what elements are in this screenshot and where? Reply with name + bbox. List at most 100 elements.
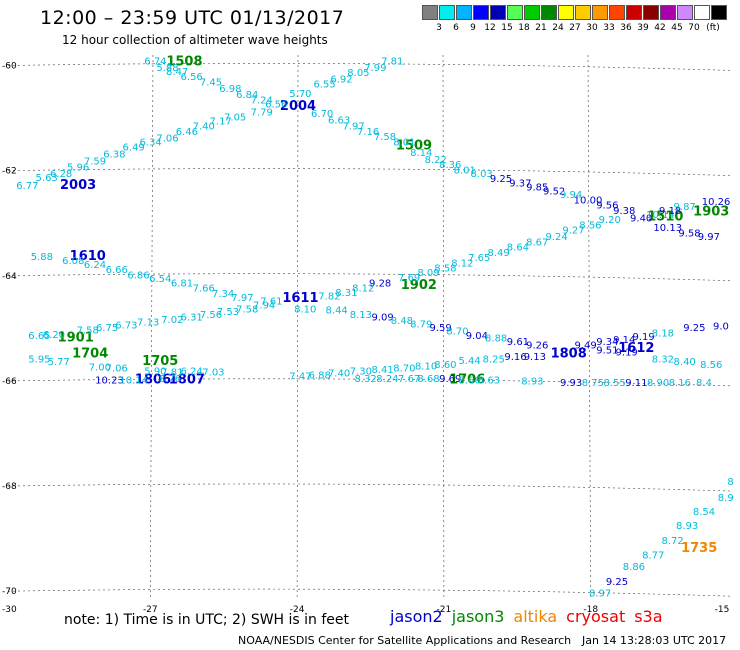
wave-height-value: 8.4 [696, 378, 712, 389]
wave-height-value: 8.93 [521, 377, 543, 388]
wave-height-value: 9.94 [560, 190, 582, 201]
wave-height-value: 7.79 [251, 107, 273, 118]
wave-height-value: 5.63 [36, 173, 58, 184]
wave-height-value: 7.00 [89, 362, 111, 373]
wave-height-value: 7.56 [200, 310, 222, 321]
wave-height-value: 7.58 [236, 305, 258, 316]
wave-height-value: 9.04 [466, 331, 488, 342]
wave-height-value: 9.20 [599, 215, 621, 226]
legend-item-s3a: s3a [634, 607, 663, 626]
wave-height-value: 8.58 [434, 264, 456, 275]
color-swatch [592, 5, 608, 20]
color-scale-label: 15 [501, 23, 513, 33]
wave-height-value: 9.19 [616, 348, 638, 359]
wave-height-value: 8.48 [391, 316, 413, 327]
wave-height-value: 6.31 [181, 312, 203, 323]
longitude-label: -15 [715, 605, 730, 615]
color-swatch [507, 5, 523, 20]
wave-height-value: 8.36 [439, 160, 461, 171]
wave-height-value: 6.84 [236, 90, 258, 101]
color-scale-label: 30 [586, 23, 598, 33]
wave-height-value: 8.88 [485, 334, 507, 345]
wave-height-value: 8.79 [410, 319, 432, 330]
wave-height-value: 10.26 [702, 197, 731, 208]
latitude-label: -60 [2, 62, 17, 72]
wave-height-value: 9.37 [509, 178, 531, 189]
wave-height-value: 6.34 [139, 137, 161, 148]
wave-height-value: 8.55 [603, 378, 625, 389]
wave-height-value: 8.40 [674, 357, 696, 368]
legend-item-altika: altika [513, 607, 558, 626]
wave-height-value: 8.64 [507, 243, 529, 254]
wave-height-value: 7.53 [217, 307, 239, 318]
color-swatch [609, 5, 625, 20]
wave-height-value: 7.65 [468, 253, 490, 264]
latitude-gridline [7, 588, 734, 597]
wave-height-value: 8.76 [159, 374, 181, 385]
pass-time-label: 1705 [142, 354, 178, 369]
wave-height-value: 8.16 [669, 378, 691, 389]
wave-height-value: 6.46 [176, 127, 198, 138]
wave-height-value: 9.56 [596, 201, 618, 212]
wave-height-value: 6.86 [127, 270, 149, 281]
wave-height-value: 8.72 [661, 536, 683, 547]
color-scale-label: 39 [637, 23, 649, 33]
wave-height-value: 8.18 [652, 328, 674, 339]
wave-height-value: 9.87 [674, 202, 696, 213]
wave-height-value: 6.38 [103, 150, 125, 161]
wave-height-value: 7.06 [156, 134, 178, 145]
color-scale-label: 36 [620, 23, 632, 33]
wave-height-value: 7.24 [251, 95, 273, 106]
color-scale-label: 12 [484, 23, 496, 33]
wave-height-value: 9.18 [659, 206, 681, 217]
latitude-label: -68 [2, 482, 17, 492]
longitude-label: -18 [583, 605, 598, 615]
color-scale-label: 45 [671, 23, 683, 33]
wave-height-value: 8.70 [393, 363, 415, 374]
wave-height-value: 9.97 [698, 232, 720, 243]
wave-height-value: 8.01 [393, 137, 415, 148]
wave-height-value: 8.66 [458, 376, 480, 387]
wave-height-value: 6.55 [313, 80, 335, 91]
wave-height-value: 8.93 [676, 521, 698, 532]
pass-time-label: 1509 [396, 139, 432, 154]
longitude-gridline [587, 54, 592, 601]
wave-height-value: 7.97 [342, 122, 364, 133]
wave-height-value: 7.58 [77, 326, 99, 337]
wave-height-value: 8.09 [417, 268, 439, 279]
wave-height-value: 7.13 [137, 318, 159, 329]
wave-height-value: 7.40 [193, 122, 215, 133]
wave-height-value: 7.47 [289, 371, 311, 382]
wave-height-value: 8.10 [294, 305, 316, 316]
wave-height-value: 7.30 [350, 367, 372, 378]
wave-height-value: 7.05 [224, 113, 246, 124]
pass-time-label: 1902 [401, 278, 437, 293]
color-swatch [541, 5, 557, 20]
wave-height-value: 8.49 [487, 248, 509, 259]
wave-height-value: 7.17 [210, 116, 232, 127]
pass-time-label: 2004 [280, 99, 316, 114]
credit-text: NOAA/NESDIS Center for Satellite Applica… [238, 634, 572, 647]
pass-time-label: 1903 [693, 204, 729, 219]
wave-height-value: 7.61 [260, 297, 282, 308]
latitude-label: -64 [2, 272, 17, 282]
wave-height-value: 8.54 [693, 507, 715, 518]
wave-height-value: 9.19 [632, 332, 654, 343]
wave-height-value: 6.88 [309, 370, 331, 381]
wave-height-value: 9.26 [526, 340, 548, 351]
longitude-gridline [150, 54, 154, 601]
wave-height-value: 8.77 [642, 551, 664, 562]
color-swatch [626, 5, 642, 20]
color-swatch [456, 5, 472, 20]
color-scale-label: 21 [535, 23, 547, 33]
color-scale-label: 3 [436, 23, 442, 33]
map-title: 12:00 – 23:59 UTC 01/13/2017 [40, 7, 345, 29]
wave-height-value: 8 [727, 477, 733, 488]
footer-note: note: 1) Time is in UTC; 2) SWH is in fe… [64, 612, 350, 628]
color-swatch [473, 5, 489, 20]
color-swatch [524, 5, 540, 20]
wave-height-value: 8.03 [471, 169, 493, 180]
color-swatch [660, 5, 676, 20]
latitude-label: -70 [2, 587, 17, 597]
